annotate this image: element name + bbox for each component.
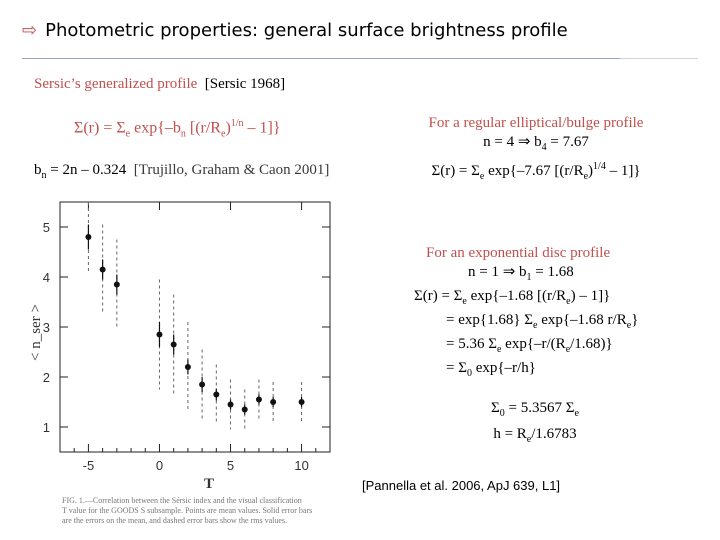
exponential-heading: For an exponential disc profile: [426, 245, 611, 261]
sigma0-line-1: Σ0 = 5.3567 Σe: [491, 400, 579, 419]
data-point: [99, 266, 106, 273]
sersic-index-plot: < n_ser > T -5 0 5 10 1 2 3 4 5: [28, 201, 331, 492]
figure-caption: FIG. 1.—Correlation between the Sérsic i…: [62, 496, 354, 526]
arrow-icon: ⇨: [22, 20, 38, 41]
data-point: [213, 391, 220, 398]
exponential-line-4: = exp{1.68} Σe exp{–1.68 r/Re}: [446, 312, 639, 331]
data-point: [270, 399, 277, 405]
data-point: [298, 399, 305, 405]
data-point: [113, 281, 120, 288]
x-tick-label: 5: [227, 458, 234, 473]
data-point: [199, 381, 206, 388]
bn-cite: [Trujillo, Graham & Caon 2001]: [133, 162, 330, 178]
caption-line: FIG. 1.—Correlation between the Sérsic i…: [62, 496, 302, 505]
elliptical-block: For a regular elliptical/bulge profile n…: [386, 114, 686, 186]
y-tick-label: 4: [43, 270, 50, 285]
exponential-line-2: n = 1 ⇒ b1 = 1.68: [468, 264, 574, 283]
data-point: [184, 364, 191, 370]
x-tick-label: -5: [83, 458, 95, 473]
subtitle-cite: [Sersic 1968]: [204, 76, 286, 92]
sersic-equation: Σ(r) = Σe exp{–bn [(r/Re)1/n – 1]}: [74, 118, 281, 140]
caption-line: T value for the GOODS S subsample. Point…: [62, 506, 313, 515]
plot-frame: [59, 201, 331, 453]
x-axis-label: T: [204, 476, 214, 492]
y-tick-label: 3: [43, 320, 50, 335]
exponential-block: For an exponential disc profile n = 1 ⇒ …: [356, 244, 696, 383]
exponential-line-3: Σ(r) = Σe exp{–1.68 [(r/Re) – 1]}: [414, 288, 611, 307]
data-point: [227, 401, 234, 408]
caption-line: are the errors on the mean, and dashed e…: [62, 516, 288, 525]
x-tick-label: 10: [294, 458, 308, 473]
sigma0-line-2: h = Re/1.6783: [493, 426, 577, 445]
slide-title: ⇨ Photometric properties: general surface…: [22, 20, 568, 41]
exponential-line-6: = Σ0 exp{–r/h}: [446, 360, 536, 379]
data-point: [241, 406, 248, 413]
elliptical-line-2: n = 4 ⇒ b4 = 7.67: [483, 134, 589, 153]
y-tick-label: 1: [43, 420, 50, 435]
bn-approximation: bn = 2n – 0.324 [Trujillo, Graham & Caon…: [34, 162, 330, 181]
title-rule: [22, 58, 620, 59]
elliptical-line-3: Σ(r) = Σe exp{–7.67 [(r/Re)1/4 – 1]}: [431, 161, 641, 182]
exponential-line-5: = 5.36 Σe exp{–r/(Re/1.68)}: [446, 336, 613, 355]
subtitle: Sersic’s generalized profile [Sersic 196…: [34, 76, 285, 93]
slide-title-text: Photometric properties: general surface …: [45, 20, 568, 41]
elliptical-heading: For a regular elliptical/bulge profile: [428, 115, 644, 131]
y-axis-label: < n_ser >: [28, 304, 44, 361]
data-point: [255, 396, 262, 403]
y-tick-label: 2: [43, 370, 50, 385]
x-tick-label: 0: [156, 458, 163, 473]
data-point: [85, 234, 92, 240]
title-rule-fade: [620, 58, 698, 59]
data-point: [170, 341, 177, 348]
y-tick-label: 5: [43, 220, 50, 235]
data-point: [156, 331, 163, 338]
sigma0-block: Σ0 = 5.3567 Σe h = Re/1.6783: [470, 398, 600, 450]
subtitle-name: Sersic’s generalized profile: [34, 76, 198, 92]
reference: [Pannella et al. 2006, ApJ 639, L1]: [362, 478, 561, 493]
